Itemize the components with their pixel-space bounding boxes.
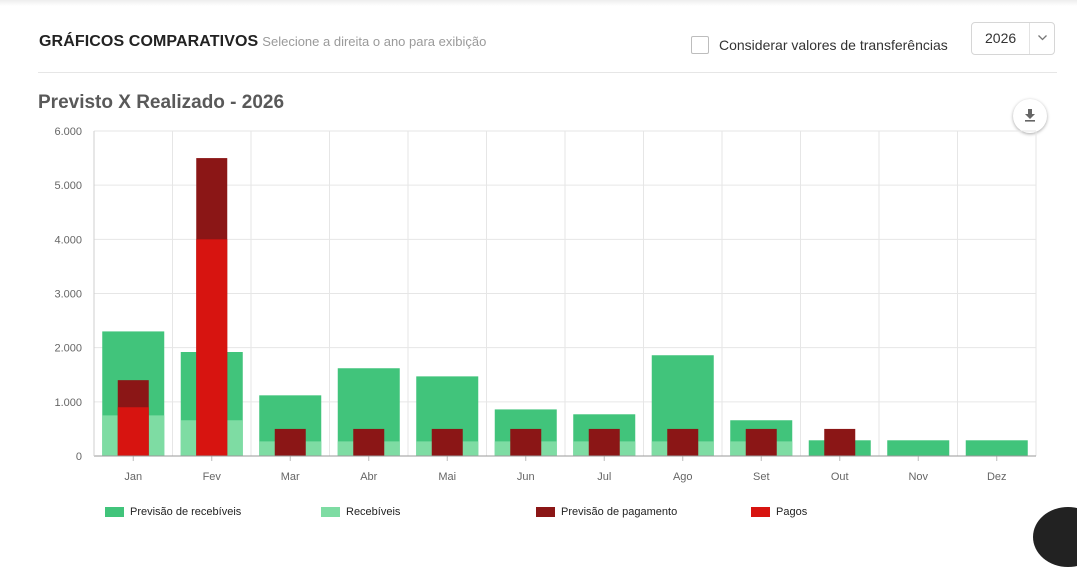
- bar-pagos: [117, 407, 149, 456]
- download-button[interactable]: [1013, 99, 1047, 133]
- x-tick-label: Jan: [124, 471, 142, 483]
- legend-item[interactable]: Recebíveis: [321, 506, 400, 518]
- y-tick-label: 2.000: [54, 343, 82, 355]
- bar-previsao-pagamento: [745, 428, 777, 456]
- page-title: GRÁFICOS COMPARATIVOS Selecione a direita…: [39, 33, 486, 51]
- legend-item[interactable]: Previsão de pagamento: [536, 506, 677, 518]
- legend-label: Previsão de pagamento: [561, 506, 678, 518]
- y-tick-label: 4.000: [54, 234, 82, 246]
- legend-swatch: [321, 507, 340, 517]
- legend-label: Pagos: [776, 506, 808, 518]
- transfers-checkbox-label[interactable]: Considerar valores de transferências: [719, 37, 948, 53]
- legend-swatch: [105, 507, 124, 517]
- bar-previsao-pagamento: [588, 428, 620, 456]
- x-tick-label: Jul: [597, 471, 611, 483]
- x-tick-label: Dez: [987, 471, 1007, 483]
- x-tick-label: Mar: [281, 471, 300, 483]
- header-bar: GRÁFICOS COMPARATIVOS Selecione a direita…: [38, 22, 1057, 73]
- x-tick-label: Fev: [203, 471, 222, 483]
- bar-chart: 0 1.000 2.000 3.000 4.000 5.000 6.000 Jan Fev Mar…: [54, 126, 1037, 483]
- bar-previsao-pagamento: [431, 428, 463, 456]
- y-tick-label: 5.000: [54, 180, 82, 192]
- bar-previsao-pagamento: [510, 428, 542, 456]
- legend-item[interactable]: Pagos: [751, 506, 807, 518]
- x-tick-label: Ago: [673, 471, 693, 483]
- x-tick-label: Out: [831, 471, 849, 483]
- x-tick-label: Nov: [908, 471, 928, 483]
- page-title-text: GRÁFICOS COMPARATIVOS: [39, 33, 259, 50]
- bar-pagos: [196, 239, 228, 456]
- x-tick-label: Abr: [360, 471, 377, 483]
- y-tick-label: 1.000: [54, 397, 82, 409]
- bar-previsao-pagamento: [824, 428, 856, 456]
- legend-item[interactable]: Previsão de recebíveis: [105, 506, 241, 518]
- y-tick-label: 3.000: [54, 289, 82, 301]
- chevron-down-icon[interactable]: [1029, 23, 1055, 54]
- legend-swatch: [751, 507, 770, 517]
- x-tick-label: Jun: [517, 471, 535, 483]
- year-select-value: 2026: [985, 30, 1017, 46]
- download-icon: [1025, 109, 1035, 122]
- y-tick-label: 0: [76, 451, 82, 463]
- bar-previsao-recebiveis: [965, 440, 1028, 456]
- year-select[interactable]: 2026: [971, 22, 1055, 55]
- page-subtitle: Selecione a direita o ano para exibição: [262, 34, 487, 49]
- x-tick-label: Set: [753, 471, 770, 483]
- legend-swatch: [536, 507, 555, 517]
- legend-label: Recebíveis: [346, 506, 401, 518]
- transfers-checkbox-control[interactable]: Considerar valores de transferências: [691, 36, 948, 54]
- y-tick-label: 6.000: [54, 126, 82, 138]
- bar-previsao-pagamento: [353, 428, 385, 456]
- bar-previsao-pagamento: [274, 428, 306, 456]
- bar-previsao-pagamento: [667, 428, 699, 456]
- chart-title: Previsto X Realizado - 2026: [38, 92, 285, 113]
- top-shadow: [0, 0, 1077, 6]
- bar-previsao-recebiveis: [887, 440, 950, 456]
- x-tick-label: Mai: [438, 471, 456, 483]
- legend-label: Previsão de recebíveis: [130, 506, 242, 518]
- transfers-checkbox[interactable]: [691, 36, 709, 54]
